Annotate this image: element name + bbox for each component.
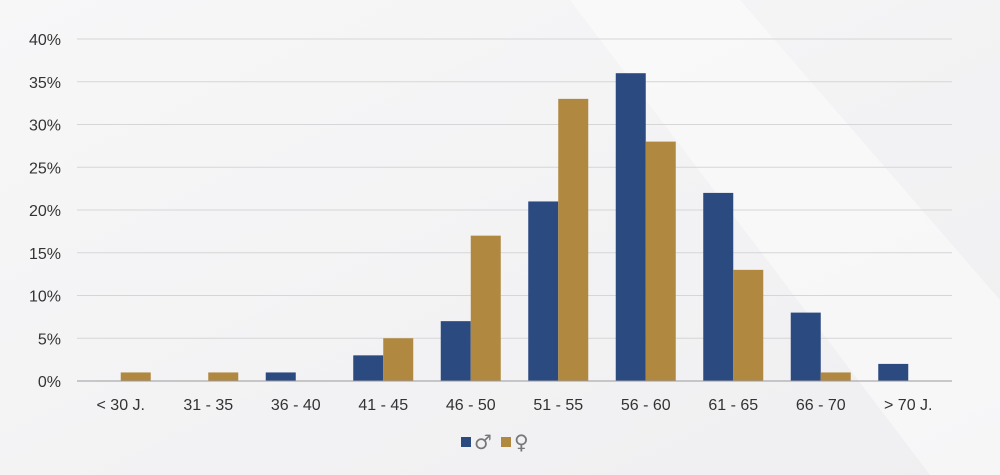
- bar-male: [528, 201, 559, 381]
- bar-female: [558, 98, 589, 381]
- background-decoration: [570, 0, 1000, 475]
- y-tick-label: 0%: [38, 374, 61, 391]
- y-tick-label: 30%: [29, 118, 61, 135]
- bar-male: [440, 321, 471, 381]
- x-tick-label: > 70 J.: [884, 397, 932, 414]
- bar-male: [265, 372, 296, 381]
- y-tick-label: 20%: [29, 203, 61, 220]
- x-tick-label: 46 - 50: [446, 397, 496, 414]
- x-tick-label: 36 - 40: [271, 397, 321, 414]
- bar-male: [353, 355, 384, 381]
- bars: [120, 73, 909, 381]
- bar-female: [470, 235, 501, 381]
- bar-male: [703, 192, 734, 381]
- bar-female: [383, 338, 414, 381]
- y-axis-ticks: 0% 5% 10% 15% 20% 25% 30% 35% 40%: [29, 32, 61, 391]
- y-tick-label: 5%: [38, 331, 61, 348]
- x-tick-label: 41 - 45: [358, 397, 408, 414]
- bar-female: [645, 141, 676, 381]
- legend-swatch-male: [461, 437, 471, 447]
- x-tick-label: 66 - 70: [796, 397, 846, 414]
- gridlines: [77, 38, 952, 339]
- legend-label-female: ♀: [514, 430, 529, 454]
- bar-male: [615, 73, 646, 381]
- bar-male: [790, 312, 821, 381]
- y-tick-label: 10%: [29, 289, 61, 306]
- y-tick-label: 25%: [29, 160, 61, 177]
- bar-female: [820, 372, 851, 381]
- bar-female: [120, 372, 151, 381]
- bar-female: [208, 372, 239, 381]
- legend-label-male: ♂: [474, 430, 492, 454]
- legend-swatch-female: [501, 437, 511, 447]
- x-tick-label: 61 - 65: [708, 397, 758, 414]
- x-axis-ticks: < 30 J. 31 - 35 36 - 40 41 - 45 46 - 50 51 - …: [97, 397, 933, 414]
- x-tick-label: < 30 J.: [97, 397, 145, 414]
- x-tick-label: 51 - 55: [533, 397, 583, 414]
- bar-female: [733, 269, 764, 381]
- y-tick-label: 15%: [29, 246, 61, 263]
- bar-male: [878, 363, 909, 381]
- x-tick-label: 56 - 60: [621, 397, 671, 414]
- legend: ♂ ♀: [461, 430, 529, 454]
- y-tick-label: 40%: [29, 32, 61, 49]
- x-tick-label: 31 - 35: [183, 397, 233, 414]
- y-tick-label: 35%: [29, 75, 61, 92]
